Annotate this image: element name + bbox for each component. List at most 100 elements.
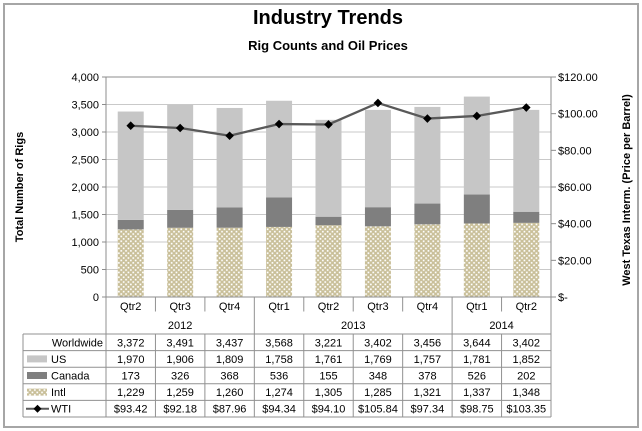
bar-segment-intl xyxy=(167,227,194,297)
axis-category-label: Qtr3 xyxy=(169,301,190,313)
table-cell-value: 1,305 xyxy=(315,387,343,399)
table-cell-value: 3,491 xyxy=(166,337,194,349)
legend-key-canada xyxy=(27,372,47,379)
bar-segment-us xyxy=(513,109,540,212)
figure-border xyxy=(3,3,639,428)
table-cell-value: 3,456 xyxy=(414,337,442,349)
bar-segment-us xyxy=(266,100,293,198)
table-cell-value: 202 xyxy=(517,371,535,383)
table-cell-value: 3,372 xyxy=(117,337,145,349)
left-axis-tick-label: 500 xyxy=(81,265,99,277)
bar-segment-canada xyxy=(513,211,540,223)
table-cell-value: 3,644 xyxy=(463,337,491,349)
table-cell-value: 1,259 xyxy=(166,387,194,399)
legend-key-us xyxy=(27,355,47,363)
wti-marker xyxy=(274,119,284,129)
table-cell-value: 155 xyxy=(319,371,337,383)
table-cell-value: 3,221 xyxy=(315,337,343,349)
table-cell-value: 1,348 xyxy=(513,387,541,399)
axis-category-label: Qtr4 xyxy=(417,301,438,313)
table-cell-value: 378 xyxy=(418,371,436,383)
right-axis-tick-label: $80.00 xyxy=(558,145,592,157)
wti-marker xyxy=(373,98,383,108)
table-cell-value: 1,758 xyxy=(265,354,293,366)
left-axis-tick-label: 2,500 xyxy=(71,155,99,167)
table-cell-value: 326 xyxy=(171,371,189,383)
bar-segment-canada xyxy=(364,207,391,227)
table-cell-value: 1,970 xyxy=(117,354,145,366)
legend-key-wti-marker xyxy=(33,404,42,413)
axis-category-label: Qtr4 xyxy=(219,301,240,313)
table-cell-value: 173 xyxy=(122,371,140,383)
wti-marker xyxy=(324,120,333,129)
table-cell-value: 1,274 xyxy=(265,387,293,399)
bar-segment-intl xyxy=(414,224,441,297)
bar-segment-us xyxy=(216,107,243,208)
bar-segment-canada xyxy=(167,209,194,228)
table-cell-value: 526 xyxy=(468,371,486,383)
bar-segment-intl xyxy=(266,226,293,297)
chart-subtitle: Rig Counts and Oil Prices xyxy=(248,38,408,53)
table-cell-value: $98.75 xyxy=(460,404,494,416)
right-axis-tick-label: $60.00 xyxy=(558,182,592,194)
bar-segment-canada xyxy=(117,219,144,230)
left-axis-tick-label: 4,000 xyxy=(71,72,99,84)
left-axis-tick-label: 1,000 xyxy=(71,237,99,249)
table-cell-value: $103.35 xyxy=(506,404,546,416)
table-cell-value: 1,761 xyxy=(315,354,343,366)
table-cell-value: 3,402 xyxy=(513,337,541,349)
table-cell-value: 536 xyxy=(270,371,288,383)
table-row-label: Canada xyxy=(51,371,90,383)
table-cell-value: 1,781 xyxy=(463,354,491,366)
axis-category-label: Qtr3 xyxy=(367,301,388,313)
right-axis-tick-label: $120.00 xyxy=(558,72,598,84)
right-axis-tick-label: $- xyxy=(558,292,568,304)
wti-marker xyxy=(521,103,531,112)
bar-segment-intl xyxy=(463,223,490,297)
table-cell-value: 3,568 xyxy=(265,337,293,349)
chart-title: Industry Trends xyxy=(252,7,404,29)
table-row-label: Worldwide xyxy=(52,337,103,349)
bar-segment-canada xyxy=(216,207,243,228)
axis-category-label: Qtr2 xyxy=(120,301,141,313)
bar-segment-us xyxy=(167,104,194,210)
table-row-label: US xyxy=(51,354,66,366)
table-cell-value: $105.84 xyxy=(358,404,398,416)
table-cell-value: $94.10 xyxy=(312,404,346,416)
table-cell-value: 1,769 xyxy=(364,354,392,366)
right-axis-tick-label: $20.00 xyxy=(558,255,592,267)
bar-segment-us xyxy=(364,109,391,208)
wti-marker xyxy=(423,114,432,123)
axis-year-label: 2013 xyxy=(341,320,365,332)
axis-year-label: 2014 xyxy=(489,320,513,332)
table-cell-value: $97.34 xyxy=(411,404,445,416)
table-cell-value: 1,852 xyxy=(513,354,541,366)
wti-marker xyxy=(175,123,185,133)
bar-segment-us xyxy=(315,119,342,217)
axis-category-label: Qtr1 xyxy=(466,301,487,313)
right-axis-tick-label: $40.00 xyxy=(558,219,592,231)
left-axis-tick-label: 0 xyxy=(93,292,99,304)
bar-segment-intl xyxy=(513,222,540,297)
table-cell-value: 1,757 xyxy=(414,354,442,366)
axis-category-label: Qtr1 xyxy=(268,301,289,313)
bar-segment-canada xyxy=(266,197,293,227)
table-cell-value: $87.96 xyxy=(213,404,247,416)
wti-marker xyxy=(126,121,136,131)
table-cell-value: 1,337 xyxy=(463,387,491,399)
left-axis-tick-label: 3,500 xyxy=(71,100,99,112)
wti-marker xyxy=(472,111,482,121)
table-cell-value: 3,437 xyxy=(216,337,244,349)
wti-marker xyxy=(225,131,234,141)
legend-key-intl xyxy=(27,388,47,396)
left-axis-tick-label: 2,000 xyxy=(71,182,99,194)
table-cell-value: 1,321 xyxy=(414,387,442,399)
bar-segment-us xyxy=(414,106,441,204)
bar-segment-us xyxy=(463,96,490,195)
bar-segment-intl xyxy=(117,229,144,297)
table-row-label: WTI xyxy=(51,404,71,416)
bar-segment-intl xyxy=(315,225,342,297)
table-cell-value: $92.18 xyxy=(163,404,197,416)
table-row-label: Intl xyxy=(51,387,66,399)
